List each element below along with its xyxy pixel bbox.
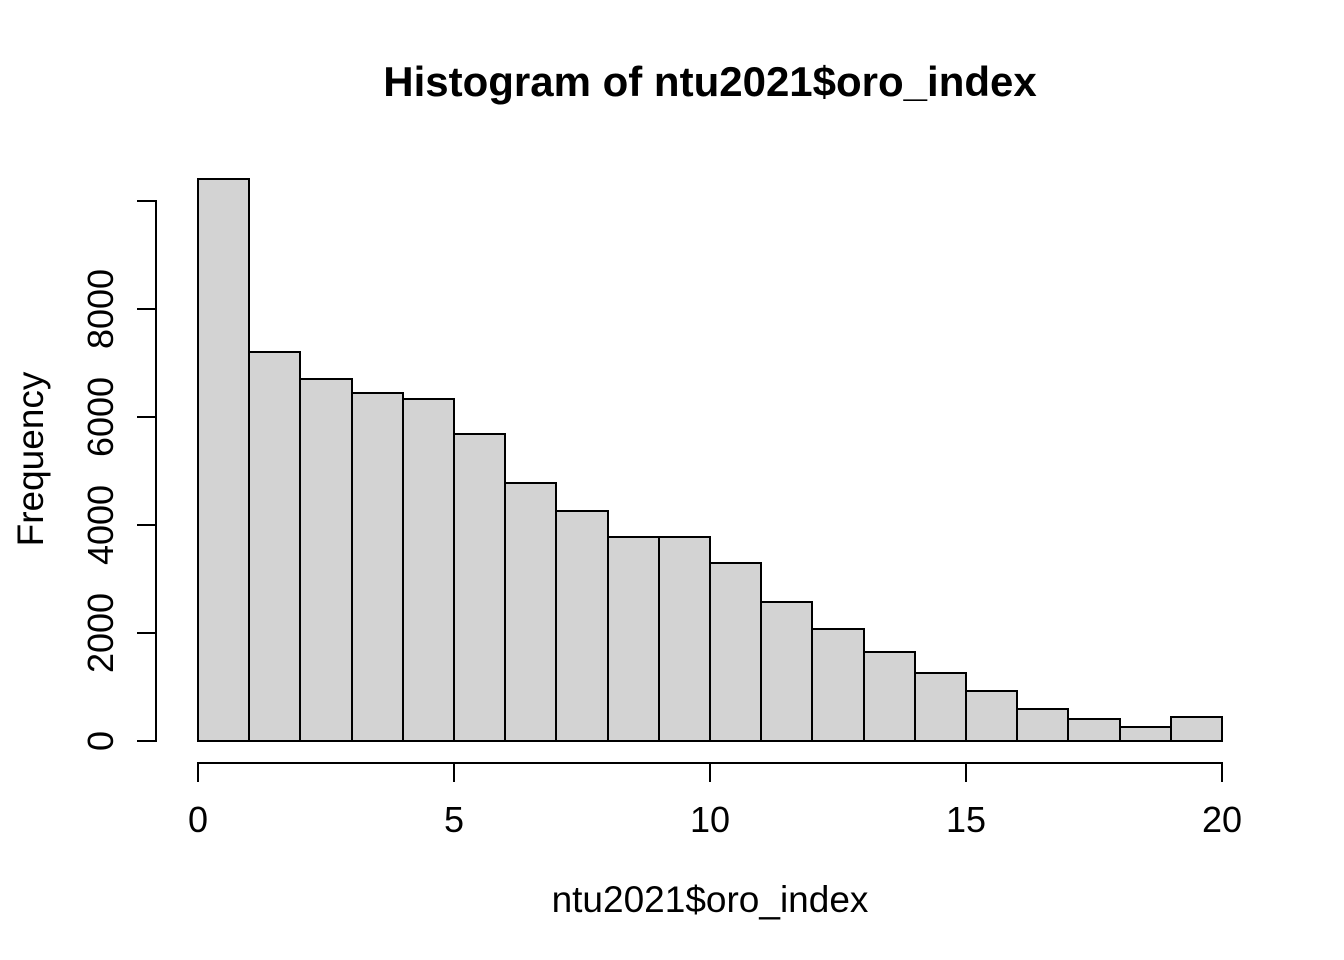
histogram-bar — [862, 650, 916, 742]
y-tick-label: 2000 — [80, 592, 121, 674]
x-tick-mark — [965, 764, 967, 782]
y-tick-label: 4000 — [80, 484, 121, 566]
x-tick-label: 5 — [443, 799, 465, 840]
x-tick-mark — [709, 764, 711, 782]
histogram-bar — [299, 378, 353, 742]
histogram-bar — [401, 398, 455, 742]
histogram-bar — [350, 391, 404, 742]
histogram-bar — [657, 535, 711, 742]
x-tick-mark — [197, 764, 199, 782]
y-tick-mark — [137, 308, 155, 310]
histogram-bar — [965, 689, 1019, 742]
histogram-bar — [811, 628, 865, 742]
histogram-bar — [504, 481, 558, 742]
histogram-bar — [1016, 708, 1070, 742]
histogram-bar — [197, 178, 251, 742]
y-tick-mark — [137, 524, 155, 526]
y-axis-title: Frequency — [10, 371, 51, 547]
x-tick-label: 10 — [689, 799, 731, 840]
x-axis-title: ntu2021$oro_index — [551, 879, 869, 920]
x-axis-line — [197, 762, 1223, 764]
y-tick-label: 6000 — [80, 376, 121, 458]
chart-title: Histogram of ntu2021$oro_index — [383, 58, 1037, 105]
x-tick-mark — [453, 764, 455, 782]
x-tick-label: 0 — [187, 799, 209, 840]
histogram-bar — [248, 351, 302, 742]
y-tick-mark — [137, 740, 155, 742]
x-tick-label: 15 — [945, 799, 987, 840]
histogram-bar — [453, 432, 507, 742]
histogram-bar — [709, 561, 763, 742]
histogram-bar — [913, 671, 967, 742]
histogram-bar — [606, 535, 660, 742]
histogram-bar — [1118, 725, 1172, 742]
y-tick-label: 8000 — [80, 268, 121, 350]
y-axis-line — [155, 200, 157, 742]
y-tick-mark — [137, 632, 155, 634]
x-tick-label: 20 — [1201, 799, 1243, 840]
histogram-bar — [1067, 717, 1121, 742]
histogram-bar — [555, 509, 609, 742]
y-tick-mark — [137, 200, 155, 202]
histogram-bar — [1169, 716, 1223, 742]
histogram-bar — [760, 601, 814, 742]
y-tick-label: 0 — [80, 730, 121, 752]
y-tick-mark — [137, 416, 155, 418]
x-tick-mark — [1221, 764, 1223, 782]
